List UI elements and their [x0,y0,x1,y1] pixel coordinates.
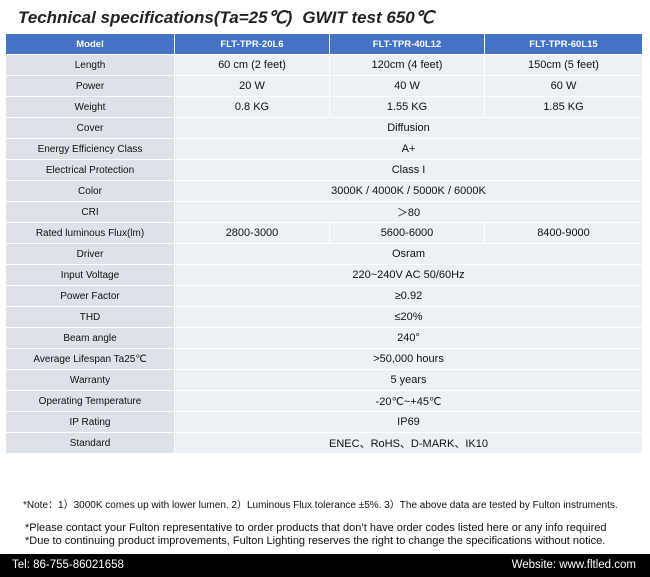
row-value: 220~240V AC 50/60Hz [175,265,642,285]
row-label: Driver [6,244,174,264]
row-label: CRI [6,202,174,222]
row-value: >50,000 hours [175,349,642,369]
row-value: Class I [175,160,642,180]
notes: *Note：1）3000K comes up with lower lumen.… [23,500,618,511]
row-label: Rated luminous Flux(lm) [6,223,174,243]
row-value: 40 W [330,76,484,96]
table-header-cell: Model [6,34,174,54]
row-value: Osram [175,244,642,264]
table-row: CRI ＞80 [6,202,642,222]
table-header-cell: FLT-TPR-20L6 [175,34,329,54]
footer-website: Website: www.fltled.com [511,559,636,571]
table-header-cell: FLT-TPR-40L12 [330,34,484,54]
table-row: Input Voltage 220~240V AC 50/60Hz [6,265,642,285]
table-header-row: Model FLT-TPR-20L6 FLT-TPR-40L12 FLT-TPR… [6,34,642,54]
table-row: Electrical Protection Class I [6,160,642,180]
table-row: Operating Temperature -20℃~+45℃ [6,391,642,411]
contact-note-1: *Please contact your Fulton representati… [25,522,607,534]
table-row: Power 20 W 40 W 60 W [6,76,642,96]
table-row: Length 60 cm (2 feet) 120cm (4 feet) 150cm … [6,55,642,75]
row-label: Average Lifespan Ta25℃ [6,349,174,369]
table-row: Standard ENEC、RoHS、D-MARK、IK10 [6,433,642,453]
row-value: -20℃~+45℃ [175,391,642,411]
row-value: 60 cm (2 feet) [175,55,329,75]
row-label: Power [6,76,174,96]
table-row: Cover Diffusion [6,118,642,138]
row-value: ＞80 [175,202,642,222]
table-row: IP Rating IP69 [6,412,642,432]
contact-note-2: *Due to continuing product improvements,… [25,535,606,547]
table-row: Warranty 5 years [6,370,642,390]
table-header-cell: FLT-TPR-60L15 [485,34,642,54]
row-value: Diffusion [175,118,642,138]
spec-table: Model FLT-TPR-20L6 FLT-TPR-40L12 FLT-TPR… [5,33,643,454]
row-value: 120cm (4 feet) [330,55,484,75]
row-label: Length [6,55,174,75]
row-value: ENEC、RoHS、D-MARK、IK10 [175,433,642,453]
row-label: Energy Efficiency Class [6,139,174,159]
row-label: Beam angle [6,328,174,348]
row-value: 2800-3000 [175,223,329,243]
row-value: 0.8 KG [175,97,329,117]
title-sub: GWIT test 650℃ [302,8,434,27]
row-value: 8400-9000 [485,223,642,243]
footer-tel: Tel: 86-755-86021658 [12,559,124,571]
row-label: Standard [6,433,174,453]
row-label: Warranty [6,370,174,390]
row-label: THD [6,307,174,327]
row-value: ≥0.92 [175,286,642,306]
row-label: Weight [6,97,174,117]
row-label: Color [6,181,174,201]
title-main: Technical specifications(Ta=25℃) [18,8,293,27]
row-value: 1.85 KG [485,97,642,117]
row-value: 60 W [485,76,642,96]
row-label: Cover [6,118,174,138]
row-label: Operating Temperature [6,391,174,411]
row-value: IP69 [175,412,642,432]
row-value: 5 years [175,370,642,390]
table-row: Weight 0.8 KG 1.55 KG 1.85 KG [6,97,642,117]
page-title: Technical specifications(Ta=25℃) GWIT tes… [18,8,434,28]
table-row: Color 3000K / 4000K / 5000K / 6000K [6,181,642,201]
row-value: 5600-6000 [330,223,484,243]
row-value: 150cm (5 feet) [485,55,642,75]
row-value: A+ [175,139,642,159]
row-value: 20 W [175,76,329,96]
table-row: Rated luminous Flux(lm) 2800-3000 5600-600… [6,223,642,243]
row-label: IP Rating [6,412,174,432]
table-body: Length 60 cm (2 feet) 120cm (4 feet) 150cm … [6,55,642,453]
row-label: Power Factor [6,286,174,306]
row-value: 240° [175,328,642,348]
table-row: Power Factor ≥0.92 [6,286,642,306]
row-value: 3000K / 4000K / 5000K / 6000K [175,181,642,201]
row-label: Electrical Protection [6,160,174,180]
table-row: Beam angle 240° [6,328,642,348]
row-label: Input Voltage [6,265,174,285]
row-value: ≤20% [175,307,642,327]
row-value: 1.55 KG [330,97,484,117]
table-row: Energy Efficiency Class A+ [6,139,642,159]
table-row: THD ≤20% [6,307,642,327]
table-row: Driver Osram [6,244,642,264]
footer-bar: Tel: 86-755-86021658 Website: www.fltled… [0,554,650,577]
table-row: Average Lifespan Ta25℃ >50,000 hours [6,349,642,369]
